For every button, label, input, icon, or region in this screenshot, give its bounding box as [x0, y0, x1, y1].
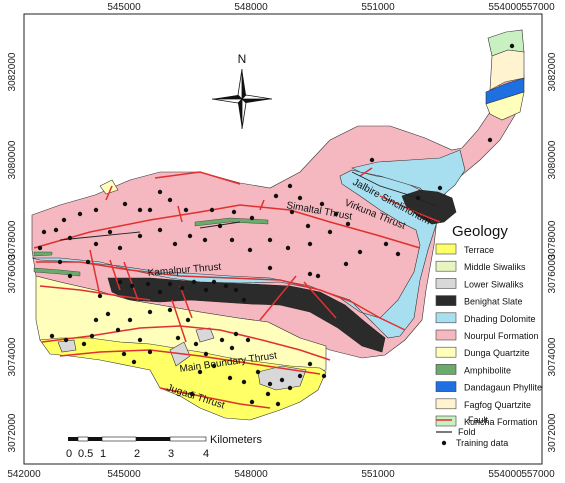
legend-swatch [435, 329, 457, 341]
tick-x-top: 548000 [234, 2, 268, 13]
amphibolite-3 [33, 251, 53, 257]
legend-training-label: Training data [456, 438, 508, 448]
north-arrow: N [211, 52, 273, 130]
benighat-slate [107, 277, 386, 353]
legend-swatch [435, 398, 457, 410]
tick-x-bottom: 542000 [7, 469, 41, 480]
terrace [39, 337, 327, 421]
dunga-quartzite-patch [99, 179, 119, 195]
legend-swatch [435, 381, 457, 392]
tick-y-right: 3074000 [547, 337, 558, 376]
legend-swatch [435, 364, 457, 375]
tick-x-bottom: 551000 [361, 469, 395, 480]
tick-y-left: 3082000 [7, 52, 18, 91]
legend-item-label: Amphibolite [464, 365, 511, 375]
amphibolite-1 [194, 217, 269, 227]
tick-x-bottom: 548000 [234, 469, 268, 480]
legend: Geology Terrace Middle Siwaliks Lower Siwa… [435, 223, 542, 448]
legend-item-label: Kuncha Formation [464, 417, 538, 427]
tick-y-left: 3078000 [7, 220, 18, 259]
scale-label-1: 1 [100, 448, 106, 460]
legend-swatch [435, 346, 457, 358]
tick-x-bottom: 545000 [107, 469, 141, 480]
legend-item-label: Fagfog Quartzite [464, 400, 531, 410]
legend-item-label: Dandagaun Phyllite [464, 383, 542, 393]
legend-item-label: Middle Siwaliks [464, 262, 526, 272]
legend-item-label: Terrace [464, 245, 494, 255]
legend-swatch [435, 295, 457, 306]
tick-x-bottom: 557000 [521, 469, 555, 480]
legend-item-label: Benighat Slate [464, 297, 523, 307]
scale-label-2: 2 [134, 448, 140, 460]
dhading-dolomite-east [351, 149, 466, 199]
tick-x-top: 551000 [361, 2, 395, 13]
tick-y-right: 3082000 [547, 52, 558, 91]
legend-item-label: Nourpul Formation [464, 331, 539, 341]
scale-bar: 0 0.5 1 2 3 4 Kilometers [66, 434, 262, 460]
scale-label-3: 3 [168, 448, 174, 460]
tick-y-left: 3074000 [7, 337, 18, 376]
scale-label-4: 4 [203, 448, 209, 460]
legend-item-label: Lower Siwaliks [464, 279, 524, 289]
tick-y-left: 3076000 [7, 254, 18, 293]
scale-unit: Kilometers [210, 434, 262, 446]
tick-x-bottom: 554000 [488, 469, 522, 480]
dunga-quartzite-north [485, 91, 525, 121]
tick-y-right: 3080000 [547, 140, 558, 179]
geology-polygons [31, 29, 525, 421]
training-points [37, 43, 515, 407]
tick-x-top: 545000 [107, 2, 141, 13]
faults [33, 167, 441, 409]
legend-item-label: Dhading Dolomite [464, 314, 536, 324]
tick-y-right: 3078000 [547, 220, 558, 259]
legend-swatch [435, 278, 457, 289]
legend-swatch [435, 415, 457, 427]
tick-x-top: 554000 [488, 2, 522, 13]
legend-item-label: Dunga Quartzite [464, 348, 530, 358]
legend-title: Geology [452, 223, 508, 240]
tick-y-left: 3080000 [7, 140, 18, 179]
tick-y-right: 3076000 [547, 254, 558, 293]
north-label: N [238, 52, 247, 66]
legend-fold-label: Fold [458, 427, 476, 437]
legend-swatch [435, 260, 457, 272]
legend-swatch [435, 312, 457, 324]
scale-label-0-5: 0.5 [78, 448, 93, 460]
legend-swatch [435, 243, 457, 255]
tick-y-right: 3072000 [547, 413, 558, 452]
tick-y-left: 3072000 [7, 413, 18, 452]
tick-x-top: 557000 [521, 2, 555, 13]
amphibolite-2 [33, 267, 81, 277]
scale-label-0: 0 [66, 448, 72, 460]
legend-fault-label: Fault [468, 415, 489, 425]
lower-siwaliks-1 [57, 339, 77, 353]
legend-training-dot [441, 440, 447, 446]
